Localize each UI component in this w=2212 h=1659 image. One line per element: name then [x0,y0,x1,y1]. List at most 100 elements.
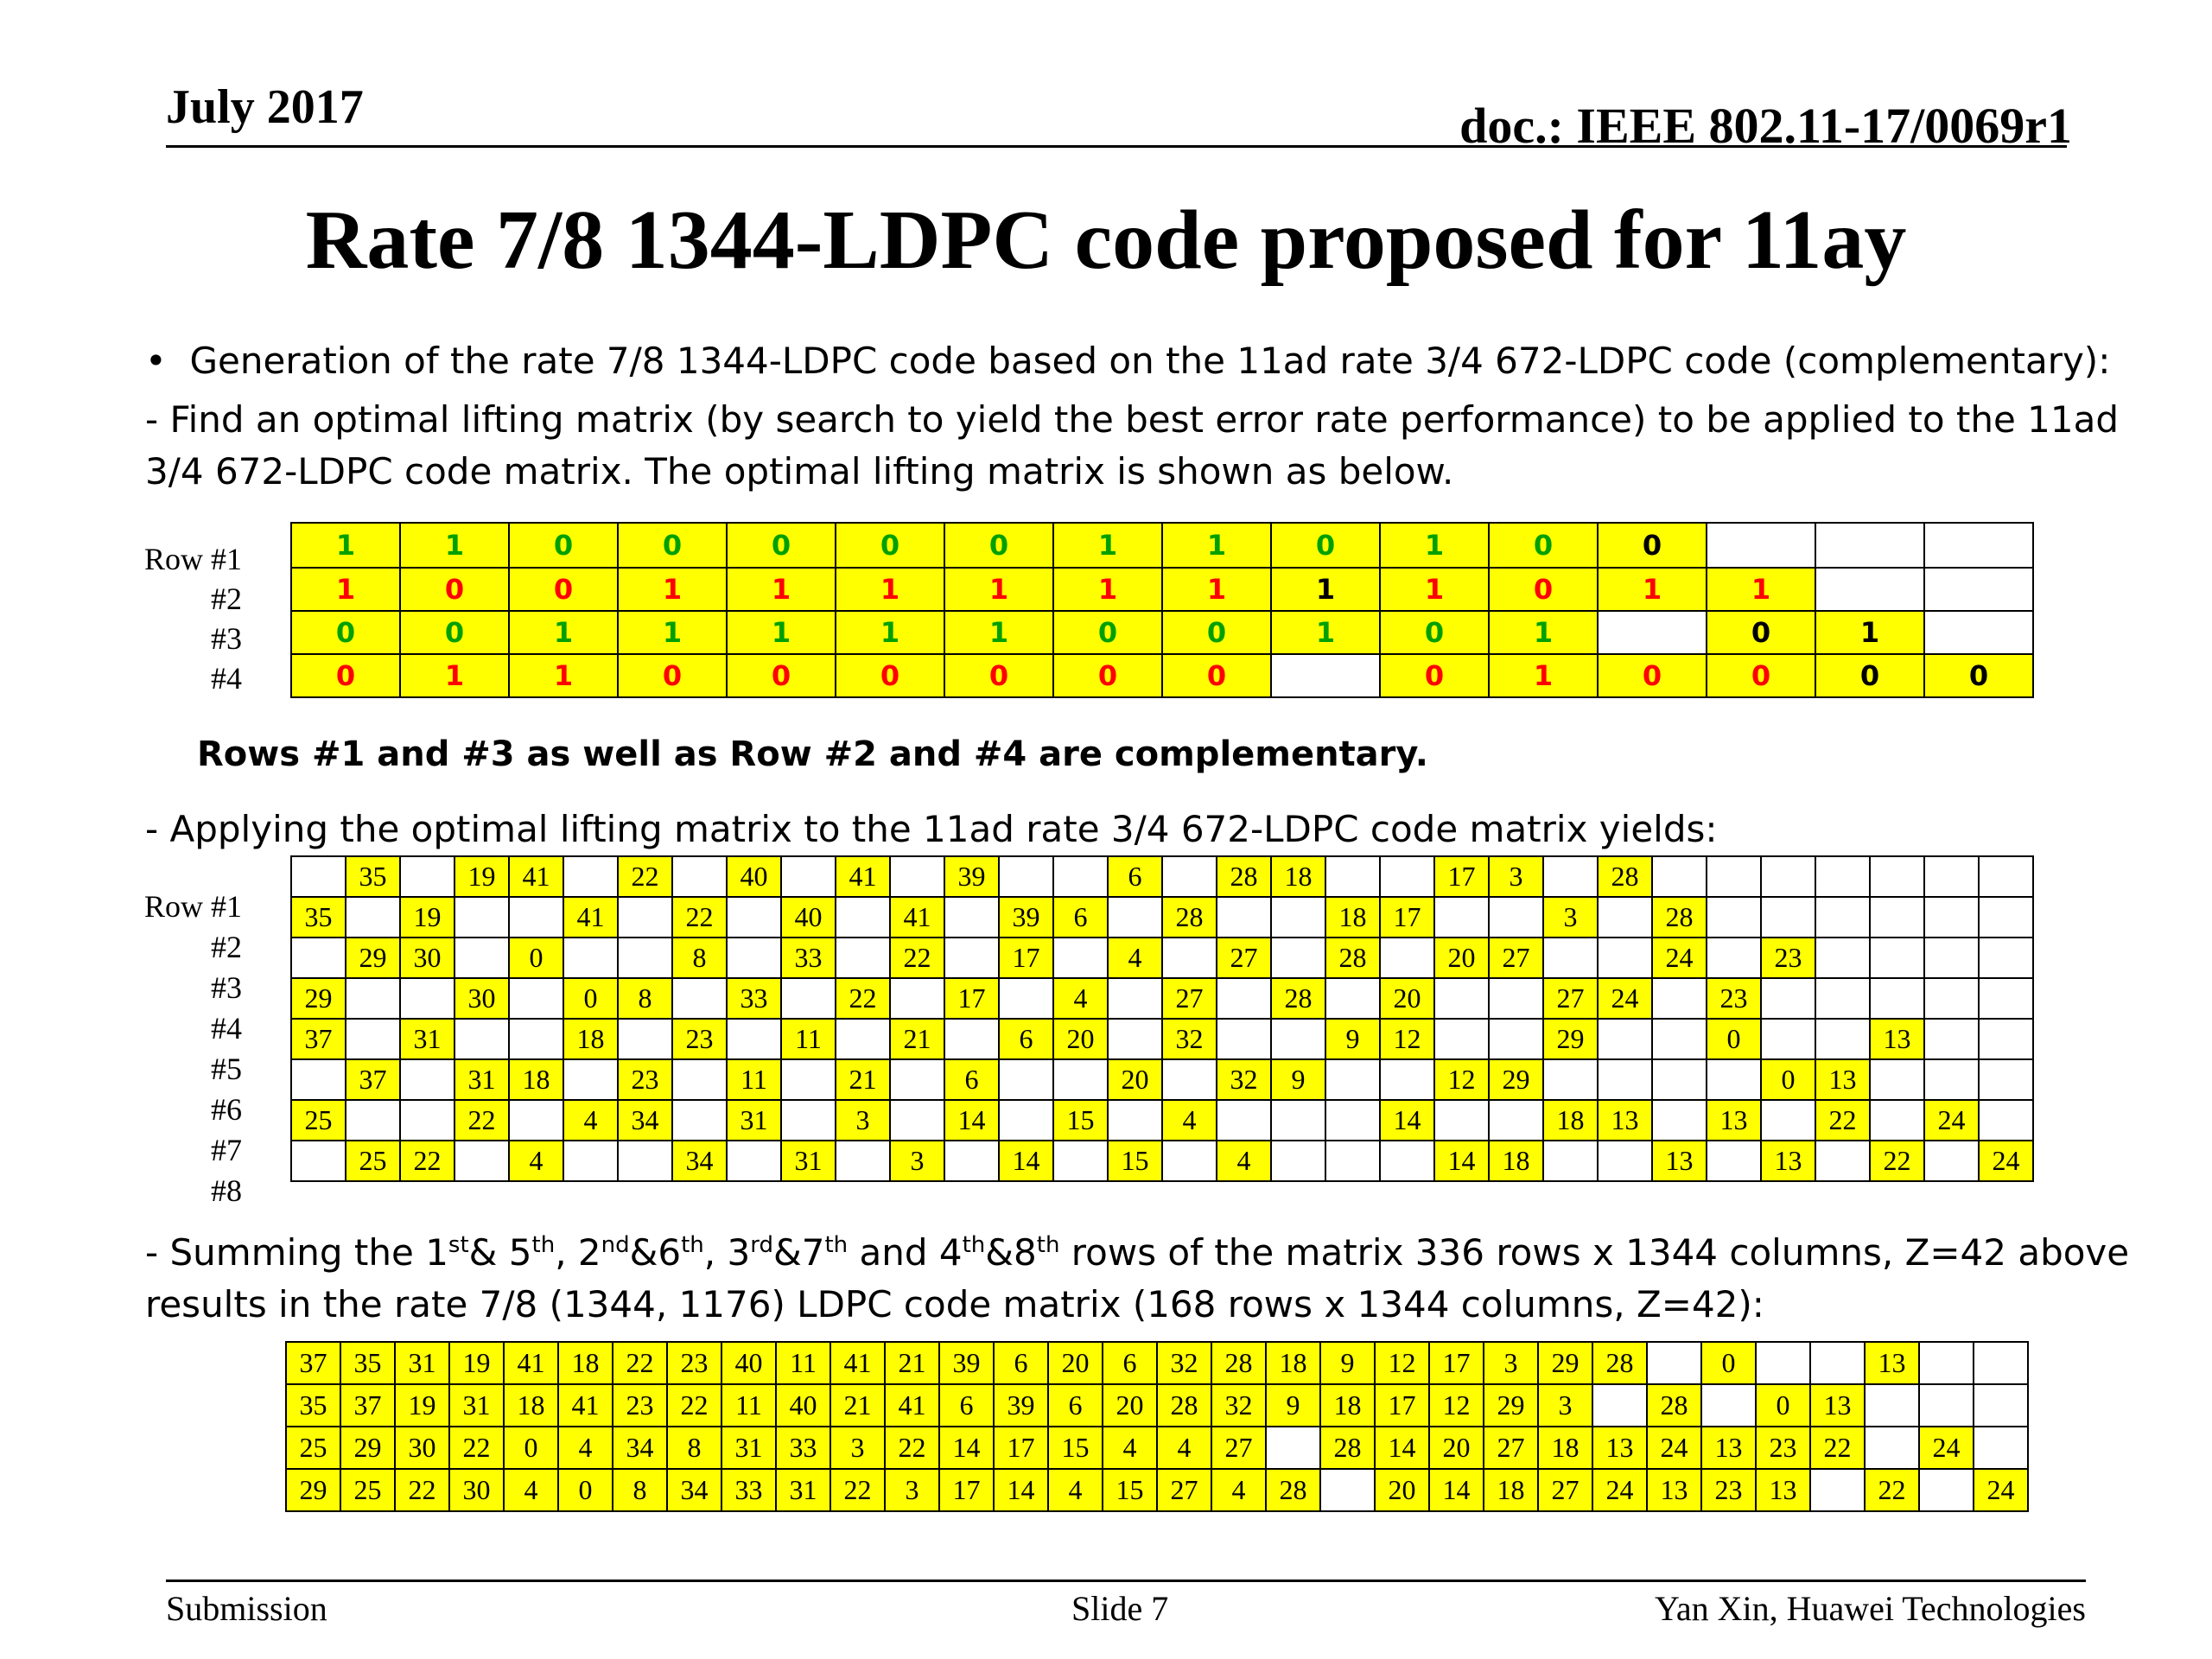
summed-cell: 41 [830,1341,886,1385]
lifting-cell: 1 [617,610,728,655]
summed-cell: 12 [1428,1383,1484,1427]
summed-cell [1973,1383,2029,1427]
summed-cell: 24 [1918,1426,1974,1470]
expanded-cell: 30 [454,977,510,1020]
expanded-cell [1325,1140,1381,1182]
summed-cell: 35 [285,1383,341,1427]
expanded-cell [617,1140,673,1182]
expanded-cell: 17 [1433,855,1490,898]
expanded-cell [1107,1099,1163,1141]
lifting-cell: 0 [1706,653,1816,698]
expanded-cell [1488,896,1544,938]
summed-cell: 33 [721,1468,777,1512]
expanded-cell [454,1140,510,1182]
summed-row-2: 35 37 19 31 18 41 23 22 11 40 21 41 6 39 6 20 28 32 9 18 17 1… [285,1383,2029,1427]
lifting-cell [1923,522,2034,569]
expanded-cell [1379,1058,1435,1101]
lifting-cell: 0 [617,522,728,569]
expanded-cell [1052,1140,1109,1182]
lifting-cell: 1 [508,610,619,655]
summed-cell: 18 [557,1341,613,1385]
expanded-cell [290,855,346,898]
expanded-cell [399,1099,455,1141]
summed-cell: 28 [1156,1383,1212,1427]
expanded-cell: 13 [1869,1018,1925,1060]
lifting-cell: 0 [1488,567,1599,612]
expanded-cell: 0 [508,937,564,979]
expanded-cell [508,1099,564,1141]
expanded-cell [508,896,564,938]
expanded-cell: 9 [1325,1018,1381,1060]
expanded-cell: 28 [1161,896,1217,938]
summed-cell: 39 [938,1341,995,1385]
summed-cell: 37 [340,1383,396,1427]
expanded-cell [1597,1018,1653,1060]
expanded-cell: 41 [835,855,891,898]
expanded-row-3: 29 30 0 8 33 22 17 4 27 28 20 27 24 23 [290,937,2034,979]
expanded-cell: 29 [1542,1018,1599,1060]
expanded-cell [454,896,510,938]
expanded-row-label: #5 [211,1052,242,1086]
expanded-cell: 4 [1216,1140,1272,1182]
expanded-cell: 0 [1706,1018,1762,1060]
expanded-cell: 4 [508,1140,564,1182]
lifting-row-label: #3 [211,621,242,656]
summed-cell: 13 [1864,1341,1920,1385]
summed-cell: 41 [884,1383,940,1427]
expanded-cell [399,1058,455,1101]
summed-cell [1646,1341,1702,1385]
expanded-cell: 6 [1052,896,1109,938]
lifting-cell: 0 [1052,653,1163,698]
sum-text: , 3 [703,1231,751,1274]
expanded-row-6: 37 31 18 23 11 21 6 20 32 9 12 29 0 13 [290,1058,2034,1101]
expanded-cell [1760,977,1816,1020]
summed-cell: 41 [503,1341,559,1385]
summed-cell: 13 [1592,1426,1648,1470]
lifting-cell: 0 [835,522,945,569]
expanded-cell: 41 [889,896,945,938]
summed-cell: 31 [394,1341,450,1385]
expanded-cell: 41 [563,896,619,938]
summed-cell: 29 [340,1426,396,1470]
expanded-cell: 12 [1379,1018,1435,1060]
expanded-cell: 24 [1597,977,1653,1020]
expanded-cell: 3 [835,1099,891,1141]
sum-text: - Summing the 1 [145,1231,448,1274]
expanded-cell [1815,855,1871,898]
expanded-cell [1325,855,1381,898]
lifting-cell: 0 [1052,610,1163,655]
expanded-cell [1978,1058,2034,1101]
summed-cell: 0 [503,1426,559,1470]
expanded-cell [780,855,836,898]
summed-cell: 3 [1537,1383,1593,1427]
summed-cell: 4 [1156,1426,1212,1470]
summed-cell: 6 [938,1383,995,1427]
expanded-cell [1488,977,1544,1020]
expanded-cell: 31 [454,1058,510,1101]
expanded-cell [1815,937,1871,979]
expanded-cell: 3 [889,1140,945,1182]
expanded-cell [290,1058,346,1101]
lifting-cell: 0 [1923,653,2034,698]
expanded-cell: 18 [563,1018,619,1060]
expanded-cell [671,1058,728,1101]
summed-cell: 24 [1646,1426,1702,1470]
summed-cell: 27 [1483,1426,1539,1470]
expanded-cell: 31 [780,1140,836,1182]
summed-cell: 20 [1374,1468,1430,1512]
summed-cell: 29 [1483,1383,1539,1427]
lifting-cell: 1 [1488,610,1599,655]
summed-cell [1918,1468,1974,1512]
footer-submission: Submission [166,1589,327,1628]
expanded-cell: 23 [1706,977,1762,1020]
summed-cell [1973,1426,2029,1470]
expanded-cell [998,1058,1054,1101]
expanded-cell [1216,896,1272,938]
expanded-cell: 22 [1869,1140,1925,1182]
expanded-cell [726,1140,782,1182]
expanded-cell: 6 [998,1018,1054,1060]
expanded-cell: 28 [1651,896,1707,938]
lifting-cell [1270,653,1381,698]
summed-cell [1755,1341,1811,1385]
